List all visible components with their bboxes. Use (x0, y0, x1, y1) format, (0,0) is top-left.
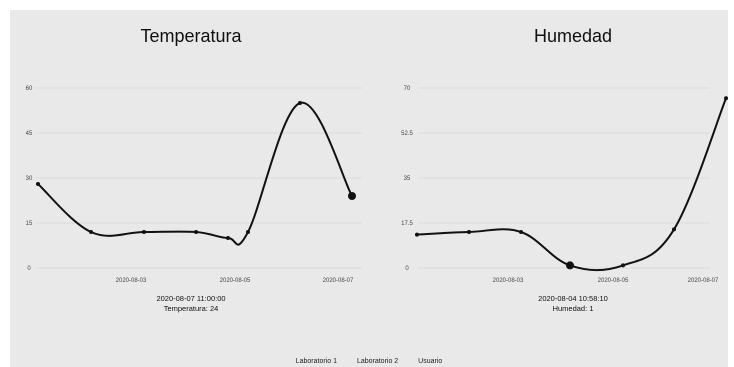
data-point[interactable] (621, 263, 625, 268)
y-tick-label: 70 (404, 86, 411, 92)
tooltip-value: Temperatura: 24 (164, 304, 219, 313)
x-tick-label: 2020-08-03 (493, 278, 524, 284)
x-tick-label: 2020-08-07 (323, 278, 354, 284)
data-point[interactable] (415, 232, 419, 237)
chart-title: Humedad (534, 26, 612, 46)
legend-item-laboratorio-2[interactable]: Laboratorio 2 (356, 358, 399, 365)
y-tick-label: 35 (404, 176, 411, 182)
data-point[interactable] (467, 230, 471, 234)
data-point[interactable] (298, 101, 302, 105)
y-tick-label: 45 (26, 131, 33, 137)
data-point[interactable] (194, 230, 198, 234)
humidity-chart: Humedad 0 17.5 35 52.5 70 2020-08-03 2020-08-05… (401, 26, 728, 313)
x-tick-label: 2020-08-07 (688, 278, 719, 284)
data-point[interactable] (724, 96, 728, 101)
temperature-chart: Temperatura 0 15 30 45 60 2020-08-03 2020-08-05… (26, 26, 362, 313)
y-tick-label: 15 (26, 221, 33, 227)
data-point[interactable] (672, 227, 676, 232)
tooltip-date: 2020-08-04 10:58:10 (538, 294, 608, 303)
y-tick-label: 52.5 (401, 131, 413, 137)
x-tick-label: 2020-08-03 (116, 278, 147, 284)
tooltip-date: 2020-08-07 11:00:00 (156, 294, 225, 303)
legend: Laboratorio 1 Laboratorio 2 Usuario (10, 358, 728, 365)
data-point[interactable] (36, 182, 40, 186)
series-line (416, 97, 727, 272)
charts-panel: Temperatura 0 15 30 45 60 2020-08-03 2020-08-05… (10, 10, 728, 367)
data-point[interactable] (519, 230, 523, 234)
data-point[interactable] (226, 236, 230, 240)
y-tick-label: 0 (405, 266, 409, 272)
highlighted-data-point[interactable] (348, 192, 356, 200)
data-point[interactable] (142, 230, 146, 234)
x-tick-label: 2020-08-05 (220, 278, 251, 284)
y-tick-label: 0 (27, 266, 31, 272)
tooltip-value: Humedad: 1 (553, 304, 594, 313)
y-tick-label: 60 (26, 86, 33, 92)
legend-item-usuario[interactable]: Usuario (418, 358, 443, 365)
legend-item-laboratorio-1[interactable]: Laboratorio 1 (295, 358, 337, 365)
x-tick-label: 2020-08-05 (598, 278, 629, 284)
data-point[interactable] (246, 230, 250, 234)
data-point[interactable] (89, 230, 93, 234)
chart-title: Temperatura (140, 26, 242, 46)
highlighted-data-point[interactable] (566, 261, 574, 270)
y-tick-label: 30 (26, 176, 33, 182)
y-tick-label: 17.5 (401, 221, 413, 227)
